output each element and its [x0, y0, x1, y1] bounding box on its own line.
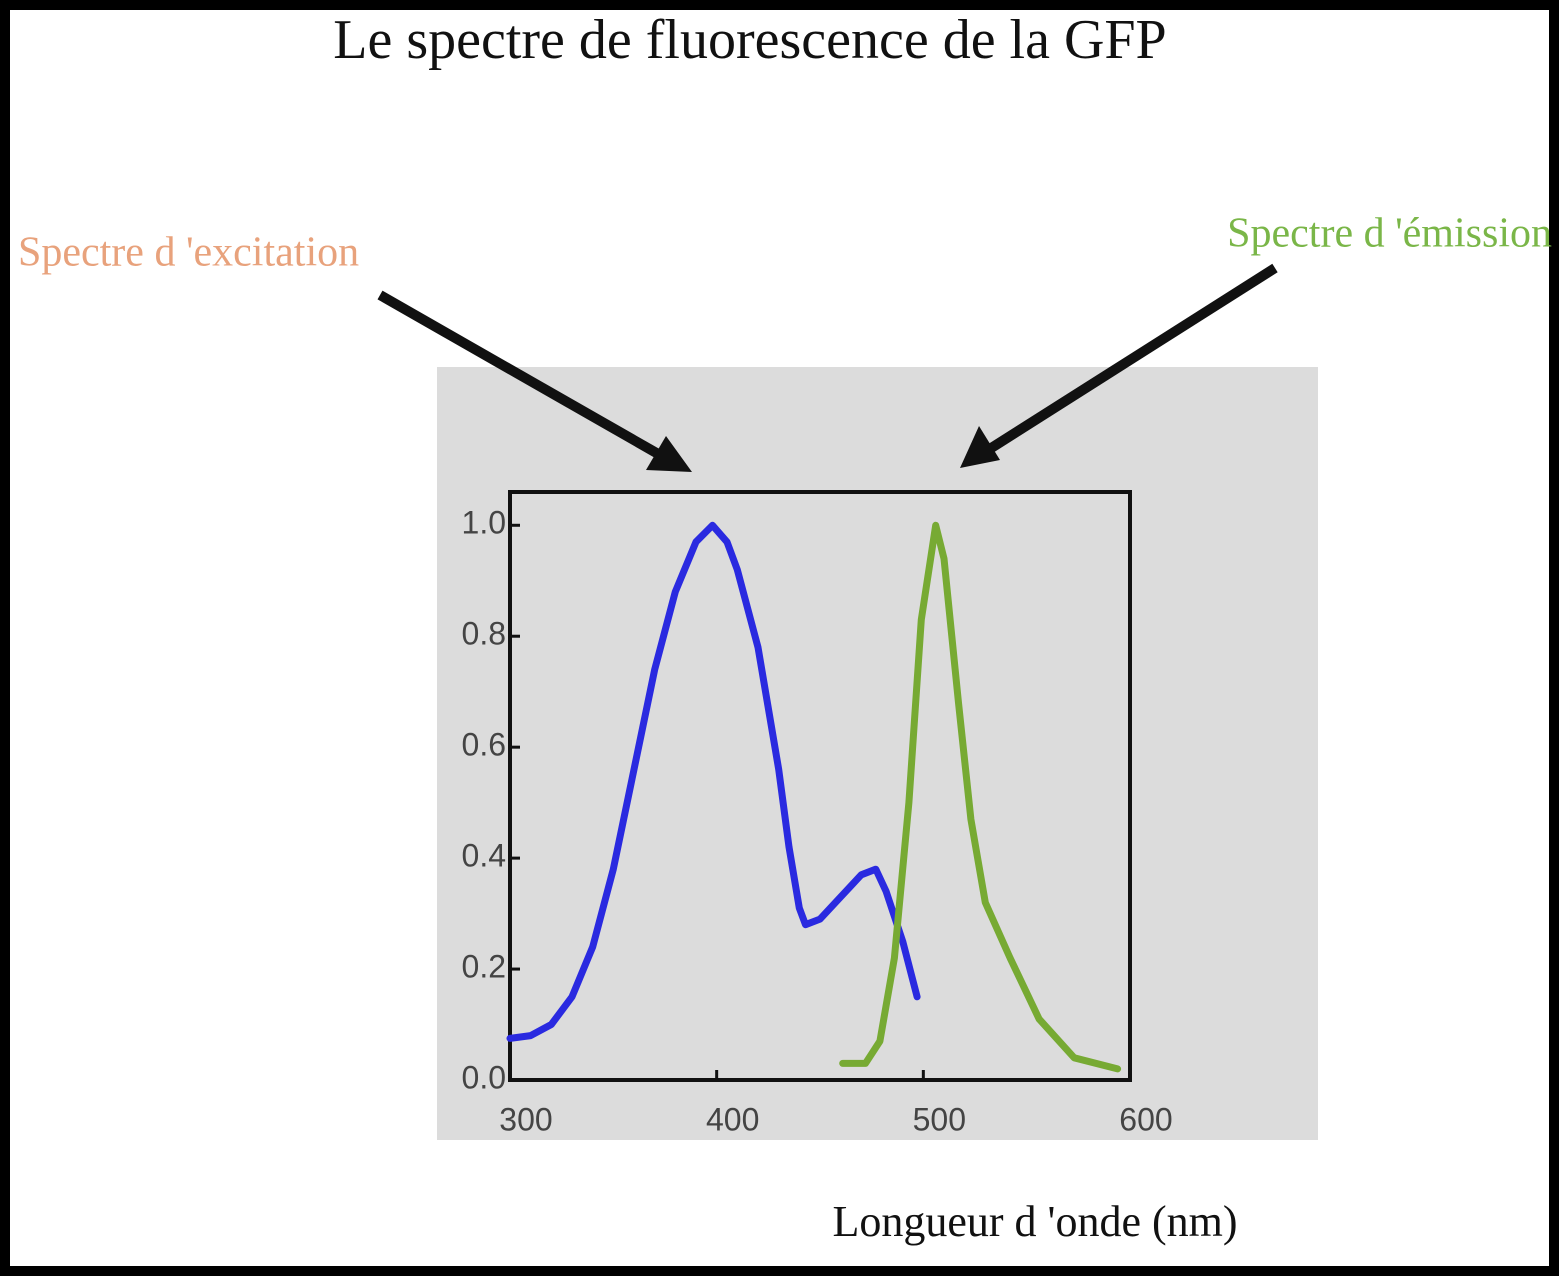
y-tick-label: 1.0 [462, 505, 506, 541]
chart-title: Le spectre de fluorescence de la GFP [333, 9, 1166, 71]
x-tick-label: 300 [499, 1101, 552, 1137]
y-tick-label: 0.4 [462, 838, 506, 874]
arrow [377, 290, 692, 472]
y-tick-label: 0.6 [462, 727, 506, 763]
plot-box [508, 490, 1132, 1082]
x-tick-label: 400 [706, 1101, 759, 1137]
series-annotation: Spectre d 'émission [1227, 211, 1552, 257]
series-annotation: Spectre d 'excitation [18, 230, 359, 276]
series-line [506, 521, 921, 1042]
y-tick-label: 0.0 [462, 1059, 506, 1095]
arrow [960, 263, 1278, 468]
x-tick-label: 600 [1119, 1101, 1172, 1137]
x-axis-label: Longueur d 'onde (nm) [832, 1197, 1237, 1246]
x-tick-label: 500 [913, 1101, 966, 1137]
y-tick-label: 0.8 [462, 616, 506, 652]
series-line [839, 521, 1122, 1073]
plot-panel [437, 367, 1318, 1140]
y-tick-label: 0.2 [462, 949, 506, 985]
